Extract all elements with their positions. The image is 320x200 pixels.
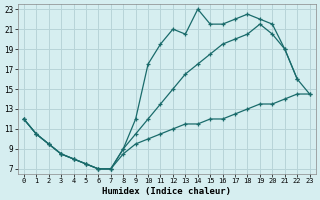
X-axis label: Humidex (Indice chaleur): Humidex (Indice chaleur) bbox=[102, 187, 231, 196]
